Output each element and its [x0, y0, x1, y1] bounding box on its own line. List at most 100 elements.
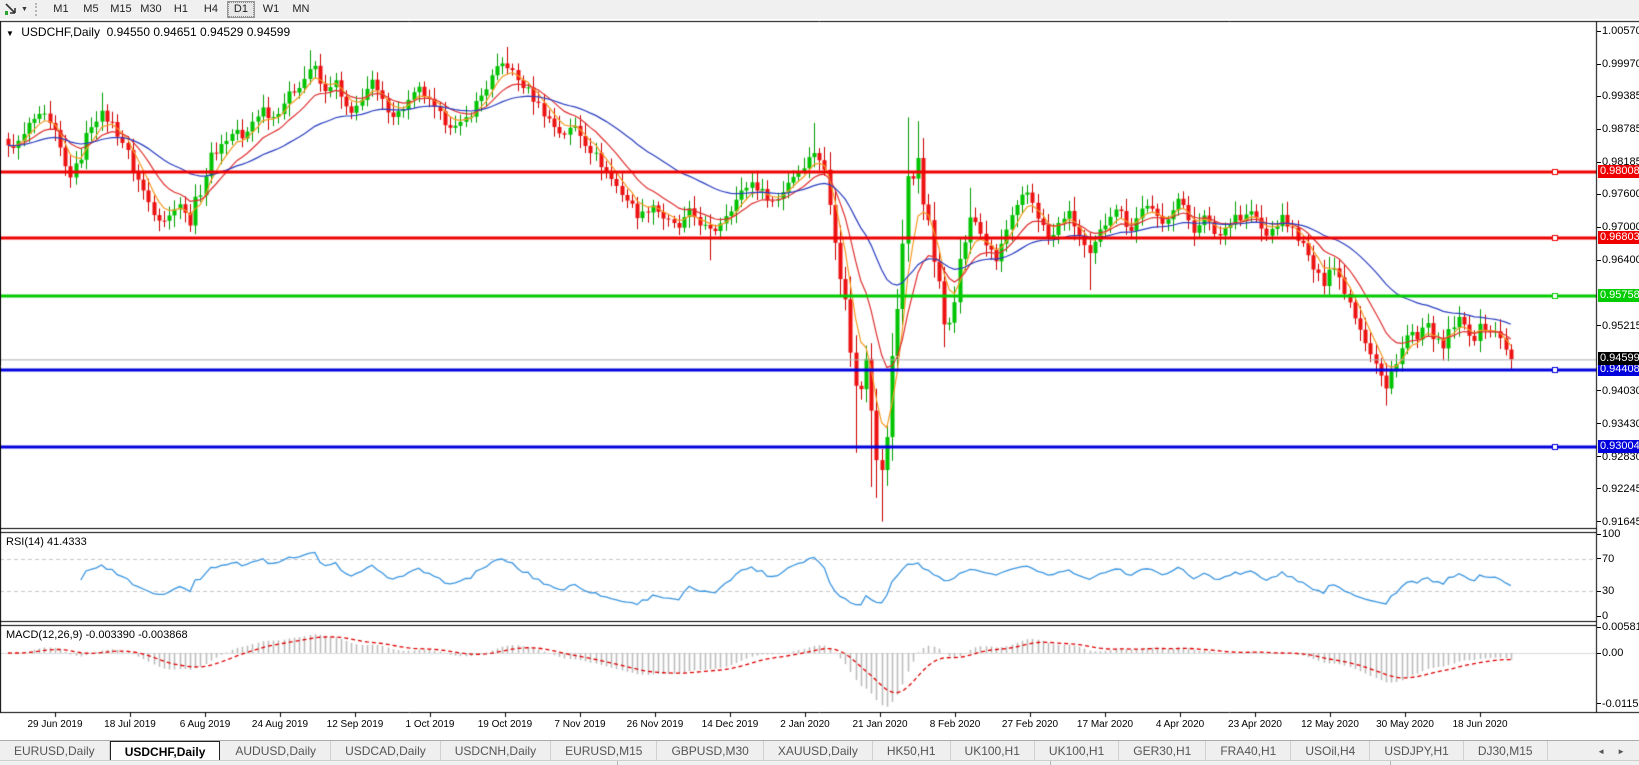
chart-tab-EURUSD-M15[interactable]: EURUSD,M15 — [551, 741, 658, 761]
chevron-down-icon[interactable]: ▼ — [21, 6, 28, 13]
rsi-axis-tick: 30 — [1602, 585, 1615, 598]
rsi-axis-tick: 70 — [1602, 552, 1615, 565]
chart-ohlc: 0.94550 0.94651 0.94529 0.94599 — [106, 25, 291, 39]
date-axis-label: 6 Aug 2019 — [179, 719, 231, 730]
timeframe-button-M15[interactable]: M15 — [110, 3, 132, 15]
hline-price-label: 0.95758 — [1598, 289, 1639, 302]
price-axis-tick: 0.99385 — [1602, 90, 1639, 103]
axis-tick-mark — [1597, 456, 1601, 457]
chart-tab-USOil-H4[interactable]: USOil,H4 — [1291, 741, 1371, 761]
timeframe-button-M1[interactable]: M1 — [53, 3, 69, 15]
macd-axis-tick: 0.005818 — [1602, 621, 1639, 634]
chart-tab-HK50-H1[interactable]: HK50,H1 — [873, 741, 951, 761]
timeframe-buttons: M1 M5 M15 M30 H1 H4 D1 W1 MN — [46, 1, 316, 18]
price-axis-tick: 0.97000 — [1602, 221, 1639, 234]
price-axis-tick: 0.96400 — [1602, 254, 1639, 267]
timeframe-button-H1[interactable]: H1 — [173, 3, 188, 15]
axis-tick-mark — [1597, 616, 1601, 617]
chart-title: ▼ USDCHF,Daily 0.94550 0.94651 0.94529 0… — [6, 25, 290, 39]
date-axis-label: 12 May 2020 — [1301, 719, 1359, 730]
axis-tick-mark — [1597, 64, 1601, 65]
chart-tab-UK100-H1[interactable]: UK100,H1 — [1035, 741, 1120, 761]
axis-tick-mark — [1597, 260, 1601, 261]
axis-tick-mark — [1597, 129, 1601, 130]
rsi-axis-tick: 100 — [1602, 528, 1621, 540]
chart-tab-FRA40-H1[interactable]: FRA40,H1 — [1206, 741, 1292, 761]
price-axis-tick: 0.98785 — [1602, 123, 1639, 136]
axis-tick-mark — [1597, 162, 1601, 163]
date-axis-label: 23 Apr 2020 — [1228, 719, 1282, 730]
chart-tab-USDCAD-Daily[interactable]: USDCAD,Daily — [331, 741, 441, 761]
timeframe-button-W1[interactable]: W1 — [262, 3, 280, 15]
chart-tab-GBPUSD-M30[interactable]: GBPUSD,M30 — [657, 741, 764, 761]
status-strip — [0, 760, 1639, 765]
axis-tick-mark — [1597, 96, 1601, 97]
tab-scroll-right-icon[interactable]: ► — [1617, 746, 1625, 756]
timeframe-button-H4[interactable]: H4 — [203, 3, 218, 15]
macd-axis-tick: -0.011514 — [1602, 697, 1639, 710]
axis-tick-mark — [1597, 521, 1601, 522]
axis-tick-mark — [1597, 488, 1601, 489]
hline-price-label: 0.93004 — [1598, 440, 1639, 453]
toolbar-grip — [34, 3, 42, 16]
axis-tick-mark — [1597, 227, 1601, 228]
chart-tab-UK100-H1[interactable]: UK100,H1 — [951, 741, 1035, 761]
chart-tab-USDJPY-H1[interactable]: USDJPY,H1 — [1370, 741, 1464, 761]
timeframe-button-M30[interactable]: M30 — [140, 3, 162, 15]
symbol-dropdown-icon[interactable]: ▼ — [6, 29, 14, 38]
chart-tab-USDCHF-Daily[interactable]: USDCHF,Daily — [109, 741, 221, 761]
cursor-tool-icon[interactable] — [2, 2, 20, 17]
chart-tab-bar: EURUSD,Daily USDCHF,Daily AUDUSD,Daily USDC… — [0, 740, 1639, 761]
price-axis-tick: 0.93430 — [1602, 417, 1639, 430]
date-axis-label: 26 Nov 2019 — [626, 719, 684, 730]
date-axis-label: 21 Jan 2020 — [852, 719, 908, 730]
chart-tab-AUDUSD-Daily[interactable]: AUDUSD,Daily — [221, 741, 332, 761]
price-axis-tick: 0.97600 — [1602, 188, 1639, 201]
date-axis-label: 12 Sep 2019 — [326, 719, 384, 730]
chart-tab-EURUSD-Daily[interactable]: EURUSD,Daily — [0, 741, 110, 761]
price-chart-canvas[interactable] — [0, 19, 1639, 740]
date-axis-label: 14 Dec 2019 — [701, 719, 759, 730]
chart-tab-USDCNH-Daily[interactable]: USDCNH,Daily — [441, 741, 552, 761]
macd-axis-tick: 0.00 — [1602, 647, 1624, 659]
price-axis-tick: 0.92830 — [1602, 450, 1639, 463]
tab-scroll-controls: ◄ ► — [1591, 741, 1639, 761]
price-axis-tick: 0.92245 — [1602, 482, 1639, 495]
timeframe-button-MN[interactable]: MN — [292, 3, 310, 15]
date-axis-label: 18 Jul 2019 — [104, 719, 156, 730]
axis-tick-mark — [1597, 534, 1601, 535]
timeframe-button-M5[interactable]: M5 — [83, 3, 99, 15]
date-axis-label: 2 Jan 2020 — [780, 719, 830, 730]
chart-tab-DJ30-M15[interactable]: DJ30,M15 — [1464, 741, 1548, 761]
axis-tick-mark — [1597, 423, 1601, 424]
axis-tick-mark — [1597, 558, 1601, 559]
date-axis-label: 1 Oct 2019 — [405, 719, 455, 730]
date-axis-label: 4 Apr 2020 — [1155, 719, 1205, 730]
tab-scroll-left-icon[interactable]: ◄ — [1597, 746, 1606, 756]
date-axis-label: 18 Jun 2020 — [1452, 719, 1508, 730]
rsi-indicator-label: RSI(14) 41.4333 — [6, 536, 87, 548]
hline-price-label: 0.96803 — [1598, 231, 1639, 244]
hline-price-label: 0.98008 — [1598, 165, 1639, 178]
hline-price-label: 0.94408 — [1598, 363, 1639, 376]
axis-tick-mark — [1597, 703, 1601, 704]
axis-tick-mark — [1597, 653, 1601, 654]
date-axis-label: 7 Nov 2019 — [554, 719, 606, 730]
axis-tick-mark — [1597, 325, 1601, 326]
axis-tick-mark — [1597, 194, 1601, 195]
price-axis-tick: 0.94030 — [1602, 384, 1639, 397]
date-axis-label: 19 Oct 2019 — [477, 719, 533, 730]
chart-symbol: USDCHF,Daily — [21, 25, 100, 39]
axis-tick-mark — [1597, 390, 1601, 391]
date-axis-label: 30 May 2020 — [1376, 719, 1434, 730]
axis-tick-mark — [1597, 627, 1601, 628]
price-axis-tick: 0.99970 — [1602, 58, 1639, 70]
date-axis-label: 8 Feb 2020 — [929, 719, 981, 730]
timeframe-button-D1[interactable]: D1 — [226, 1, 255, 18]
date-axis-label: 27 Feb 2020 — [1001, 719, 1059, 730]
axis-tick-mark — [1597, 31, 1601, 32]
chart-tab-XAUUSD-Daily[interactable]: XAUUSD,Daily — [764, 741, 873, 761]
chart-tab-GER30-H1[interactable]: GER30,H1 — [1119, 741, 1207, 761]
axis-tick-mark — [1597, 591, 1601, 592]
